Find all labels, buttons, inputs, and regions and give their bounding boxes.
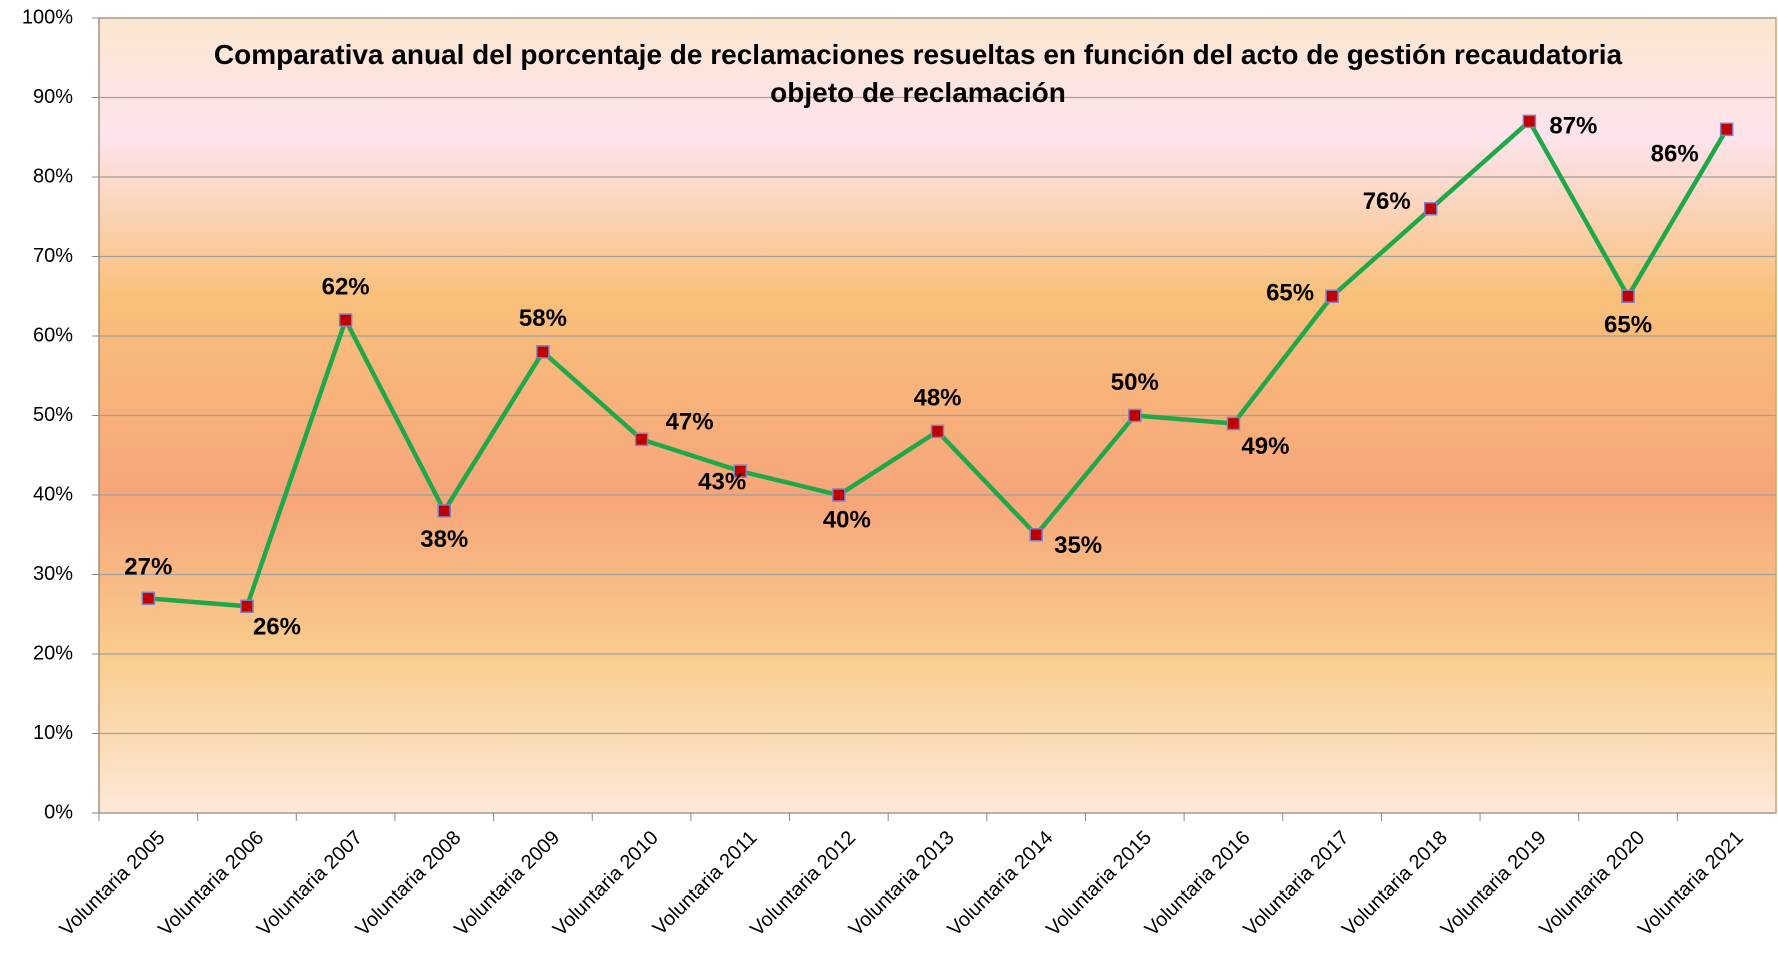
marker [141,591,156,606]
x-tick-label: Voluntaria 2019 [1437,827,1551,941]
y-tick-label: 20% [33,642,73,664]
marker [240,599,254,614]
x-tick-label: Voluntaria 2012 [746,827,860,941]
x-tick-label: Voluntaria 2014 [944,827,1058,941]
marker [437,504,452,518]
data-label: 38% [420,526,468,553]
marker [1226,416,1241,431]
x-tick-label: Voluntaria 2013 [845,827,959,941]
data-label: 48% [913,385,961,412]
data-label: 50% [1111,369,1159,396]
data-label: 76% [1363,188,1411,215]
x-tick-label: Voluntaria 2020 [1535,827,1649,941]
marker [1719,122,1734,137]
data-label: 87% [1549,113,1597,140]
x-tick-label: Voluntaria 2008 [352,827,466,941]
y-tick-label: 40% [33,483,73,505]
data-label: 35% [1054,532,1102,559]
x-tick-label: Voluntaria 2005 [56,827,170,941]
x-tick-label: Voluntaria 2015 [1042,827,1156,941]
x-tick-label: Voluntaria 2018 [1338,827,1452,941]
marker [1325,289,1339,303]
x-tick-label: Voluntaria 2021 [1634,827,1748,941]
marker [338,313,353,327]
x-tick-label: Voluntaria 2017 [1240,827,1354,941]
marker [1128,408,1142,423]
marker [1423,202,1438,216]
y-tick-label: 0% [44,801,73,823]
y-tick-label: 10% [33,722,73,744]
x-tick-label: Voluntaria 2009 [450,827,564,941]
x-tick-label: Voluntaria 2007 [253,827,367,941]
data-label: 27% [124,554,172,581]
x-tick-label: Voluntaria 2011 [649,827,762,940]
marker [1621,289,1635,303]
data-label: 26% [253,614,301,641]
marker [930,424,945,439]
data-label: 86% [1651,141,1699,168]
marker [1029,528,1043,542]
marker [733,464,747,478]
x-tick-label: Voluntaria 2006 [154,827,268,941]
data-label: 47% [666,409,714,436]
marker [634,432,649,447]
data-label: 65% [1266,280,1314,307]
data-label: 49% [1241,433,1289,460]
marker [536,345,550,359]
y-tick-label: 80% [33,165,73,187]
data-label: 40% [823,506,871,533]
data-label: 58% [519,305,567,332]
data-label: 43% [698,468,746,495]
data-label: 65% [1604,312,1652,339]
chart-title: Comparativa anual del porcentaje de recl… [213,39,1623,108]
x-tick-label: Voluntaria 2010 [549,827,663,941]
data-label: 62% [322,273,370,300]
y-tick-label: 100% [22,6,73,28]
x-tick-label: Voluntaria 2016 [1141,827,1255,941]
y-tick-label: 90% [33,86,73,108]
y-tick-label: 30% [33,563,73,585]
y-tick-label: 50% [33,404,73,426]
marker [832,488,846,502]
y-tick-label: 60% [33,324,73,346]
y-tick-label: 70% [33,245,73,267]
marker [1522,114,1537,129]
